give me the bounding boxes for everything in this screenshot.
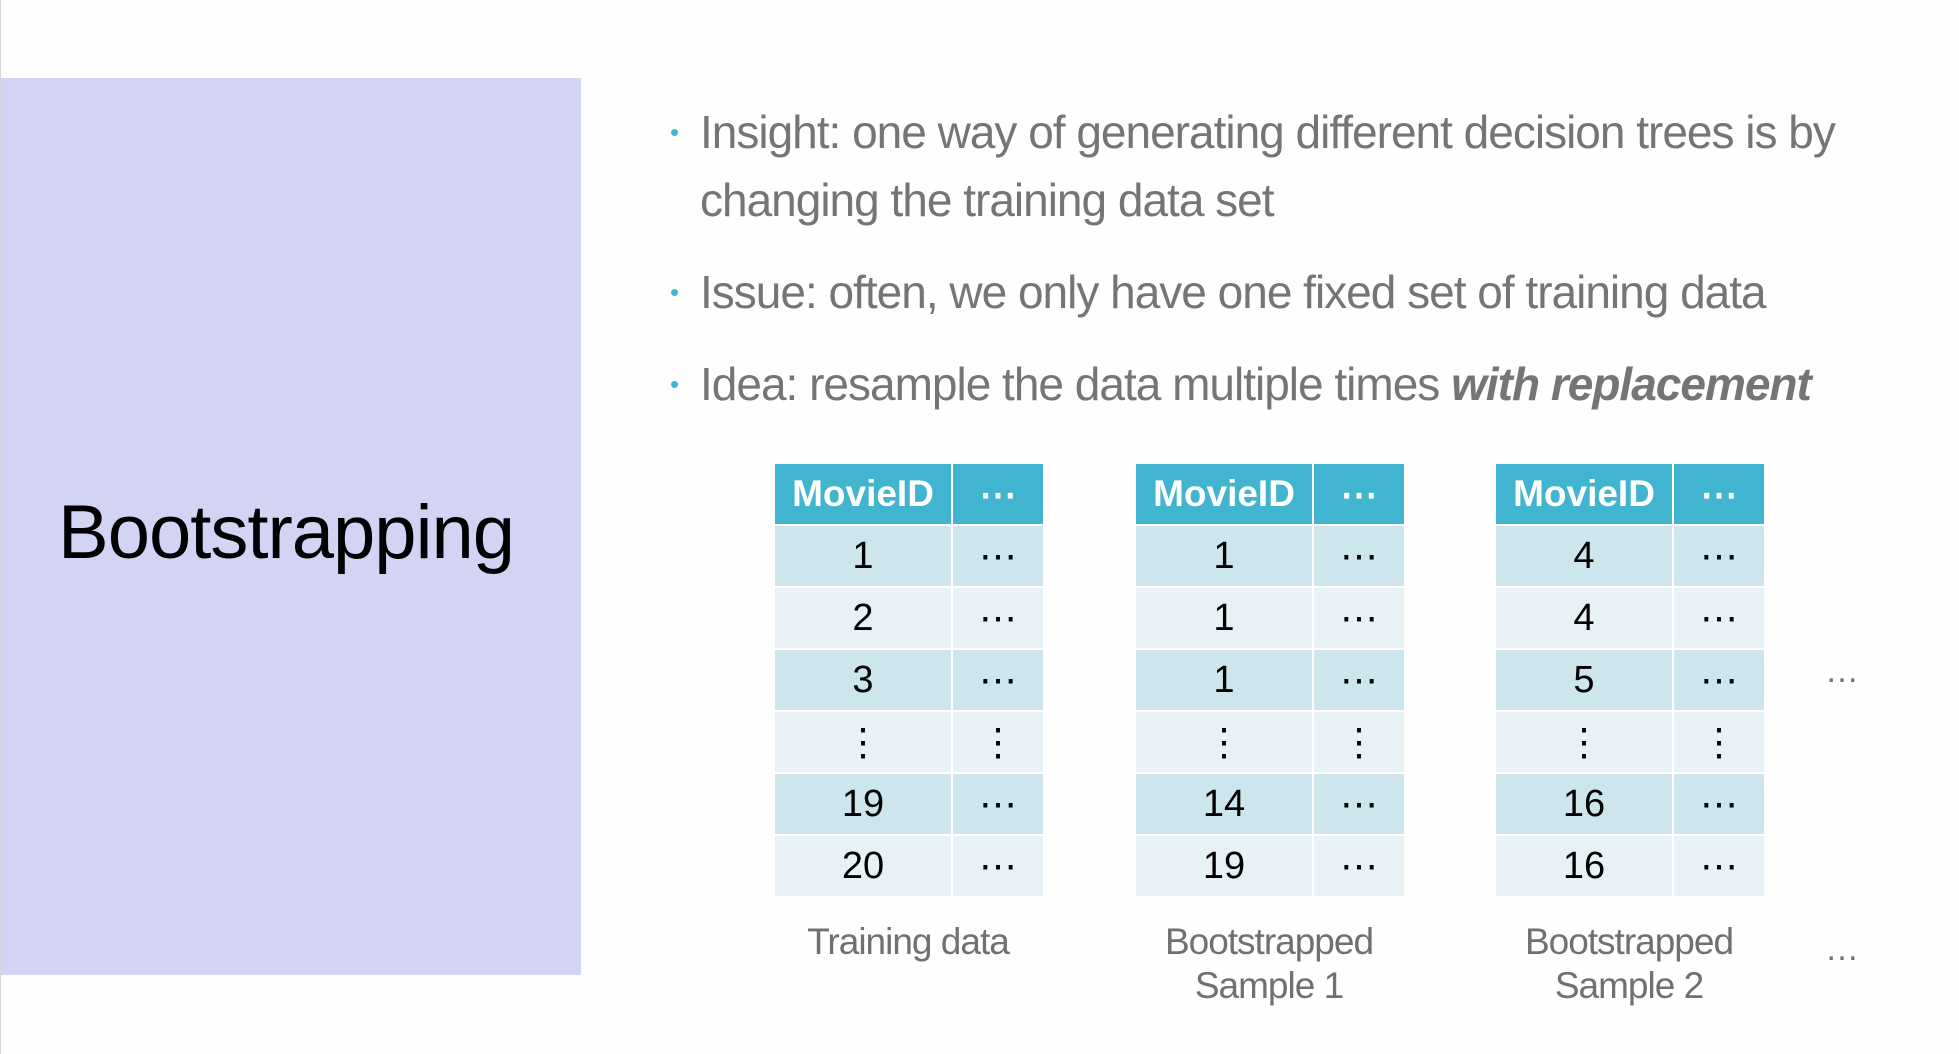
table-header-row: MovieID ⋯ xyxy=(1494,462,1766,526)
bullet-text: Issue: often, we only have one fixed set… xyxy=(700,266,1767,318)
more-cell: ⋯ xyxy=(951,772,1045,836)
more-captions-ellipsis: … xyxy=(1825,930,1859,968)
training-data-table-block: MovieID ⋯ 1 ⋯ 2 ⋯ 3 ⋯ ⋮ ⋮ 19 ⋯ 20 ⋯ Training d… xyxy=(773,462,1045,964)
table-row: 1 ⋯ xyxy=(1134,524,1406,588)
movieid-cell: 16 xyxy=(1494,772,1674,836)
bullet-text: Insight: one way of generating different… xyxy=(700,106,1836,226)
more-cell: ⋯ xyxy=(1312,586,1406,650)
more-cell: ⋯ xyxy=(1672,586,1766,650)
more-cell: ⋯ xyxy=(951,586,1045,650)
movieid-cell: ⋮ xyxy=(1494,710,1674,774)
movieid-cell: 20 xyxy=(773,834,953,898)
bullet-dot-icon: • xyxy=(670,117,679,147)
bullet-text: Idea: resample the data multiple times xyxy=(700,358,1452,410)
movieid-cell: 4 xyxy=(1494,586,1674,650)
movieid-cell: ⋮ xyxy=(1134,710,1314,774)
more-cell: ⋯ xyxy=(1312,648,1406,712)
bullet-emphasis: with replacement xyxy=(1451,358,1812,410)
movieid-cell: ⋮ xyxy=(773,710,953,774)
more-cell: ⋯ xyxy=(951,834,1045,898)
table-row: ⋮ ⋮ xyxy=(1134,710,1406,774)
table-row: 3 ⋯ xyxy=(773,648,1045,712)
table-row: 16 ⋯ xyxy=(1494,834,1766,898)
column-header-more: ⋯ xyxy=(951,462,1045,526)
movieid-cell: 2 xyxy=(773,586,953,650)
bullet-issue: • Issue: often, we only have one fixed s… xyxy=(665,258,1935,326)
sample-2-table: MovieID ⋯ 4 ⋯ 4 ⋯ 5 ⋯ ⋮ ⋮ 16 ⋯ 16 ⋯ xyxy=(1494,462,1766,898)
bullet-dot-icon: • xyxy=(670,369,679,399)
table-row: 5 ⋯ xyxy=(1494,648,1766,712)
movieid-cell: 14 xyxy=(1134,772,1314,836)
table-row: 1 ⋯ xyxy=(773,524,1045,588)
bullet-dot-icon: • xyxy=(670,277,679,307)
table-row: 1 ⋯ xyxy=(1134,586,1406,650)
training-data-table: MovieID ⋯ 1 ⋯ 2 ⋯ 3 ⋯ ⋮ ⋮ 19 ⋯ 20 ⋯ xyxy=(773,462,1045,898)
more-cell: ⋮ xyxy=(951,710,1045,774)
table-row: 4 ⋯ xyxy=(1494,524,1766,588)
table-row: ⋮ ⋮ xyxy=(773,710,1045,774)
table-header-row: MovieID ⋯ xyxy=(773,462,1045,526)
more-cell: ⋮ xyxy=(1672,710,1766,774)
more-cell: ⋯ xyxy=(951,524,1045,588)
movieid-cell: 1 xyxy=(1134,586,1314,650)
more-cell: ⋯ xyxy=(1312,524,1406,588)
column-header-more: ⋯ xyxy=(1672,462,1766,526)
slide-title: Bootstrapping xyxy=(58,490,515,575)
more-cell: ⋮ xyxy=(1312,710,1406,774)
more-cell: ⋯ xyxy=(1672,648,1766,712)
caption-line: Bootstrapped xyxy=(1524,921,1734,962)
more-cell: ⋯ xyxy=(951,648,1045,712)
table-row: 19 ⋯ xyxy=(1134,834,1406,898)
movieid-cell: 4 xyxy=(1494,524,1674,588)
sample-1-table-block: MovieID ⋯ 1 ⋯ 1 ⋯ 1 ⋯ ⋮ ⋮ 14 ⋯ 19 ⋯ Bootstrapp… xyxy=(1134,462,1406,1008)
movieid-cell: 5 xyxy=(1494,648,1674,712)
more-cell: ⋯ xyxy=(1312,834,1406,898)
table-row: 20 ⋯ xyxy=(773,834,1045,898)
movieid-cell: 19 xyxy=(1134,834,1314,898)
table-row: 19 ⋯ xyxy=(773,772,1045,836)
column-header-movieid: MovieID xyxy=(773,462,953,526)
more-tables-ellipsis: … xyxy=(1825,652,1859,690)
title-panel xyxy=(1,78,581,975)
more-cell: ⋯ xyxy=(1672,834,1766,898)
table-caption: Training data xyxy=(773,920,1043,964)
movieid-cell: 1 xyxy=(1134,648,1314,712)
table-row: 1 ⋯ xyxy=(1134,648,1406,712)
caption-line: Sample 1 xyxy=(1194,965,1344,1006)
table-caption: Bootstrapped Sample 2 xyxy=(1494,920,1764,1008)
movieid-cell: 3 xyxy=(773,648,953,712)
column-header-more: ⋯ xyxy=(1312,462,1406,526)
column-header-movieid: MovieID xyxy=(1494,462,1674,526)
movieid-cell: 1 xyxy=(773,524,953,588)
sample-1-table: MovieID ⋯ 1 ⋯ 1 ⋯ 1 ⋯ ⋮ ⋮ 14 ⋯ 19 ⋯ xyxy=(1134,462,1406,898)
sample-2-table-block: MovieID ⋯ 4 ⋯ 4 ⋯ 5 ⋯ ⋮ ⋮ 16 ⋯ 16 ⋯ Bootstrapp… xyxy=(1494,462,1766,1008)
bullet-idea: • Idea: resample the data multiple times… xyxy=(665,350,1935,418)
table-row: ⋮ ⋮ xyxy=(1494,710,1766,774)
caption-line: Training data xyxy=(807,921,1010,962)
more-cell: ⋯ xyxy=(1672,772,1766,836)
movieid-cell: 16 xyxy=(1494,834,1674,898)
table-row: 2 ⋯ xyxy=(773,586,1045,650)
caption-line: Sample 2 xyxy=(1554,965,1704,1006)
table-row: 4 ⋯ xyxy=(1494,586,1766,650)
table-row: 16 ⋯ xyxy=(1494,772,1766,836)
table-row: 14 ⋯ xyxy=(1134,772,1406,836)
more-cell: ⋯ xyxy=(1672,524,1766,588)
bullet-insight: • Insight: one way of generating differe… xyxy=(665,98,1935,234)
movieid-cell: 19 xyxy=(773,772,953,836)
slide-left-edge xyxy=(0,0,1,1054)
table-header-row: MovieID ⋯ xyxy=(1134,462,1406,526)
table-caption: Bootstrapped Sample 1 xyxy=(1134,920,1404,1008)
movieid-cell: 1 xyxy=(1134,524,1314,588)
more-cell: ⋯ xyxy=(1312,772,1406,836)
bullet-list: • Insight: one way of generating differe… xyxy=(665,98,1935,418)
column-header-movieid: MovieID xyxy=(1134,462,1314,526)
caption-line: Bootstrapped xyxy=(1164,921,1374,962)
